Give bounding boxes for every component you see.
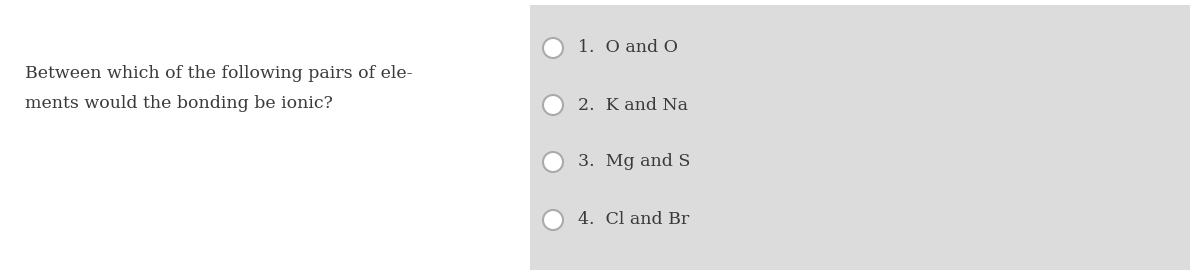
Text: ments would the bonding be ionic?: ments would the bonding be ionic? — [25, 95, 332, 112]
Text: 4.  Cl and Br: 4. Cl and Br — [578, 211, 689, 229]
Text: 3.  Mg and S: 3. Mg and S — [578, 153, 690, 170]
Circle shape — [542, 95, 563, 115]
Bar — [530, 5, 1190, 270]
Text: 2.  K and Na: 2. K and Na — [578, 97, 688, 114]
Circle shape — [542, 38, 563, 58]
Text: Between which of the following pairs of ele-: Between which of the following pairs of … — [25, 65, 413, 82]
Text: 1.  O and O: 1. O and O — [578, 40, 678, 56]
Circle shape — [542, 152, 563, 172]
Circle shape — [542, 210, 563, 230]
